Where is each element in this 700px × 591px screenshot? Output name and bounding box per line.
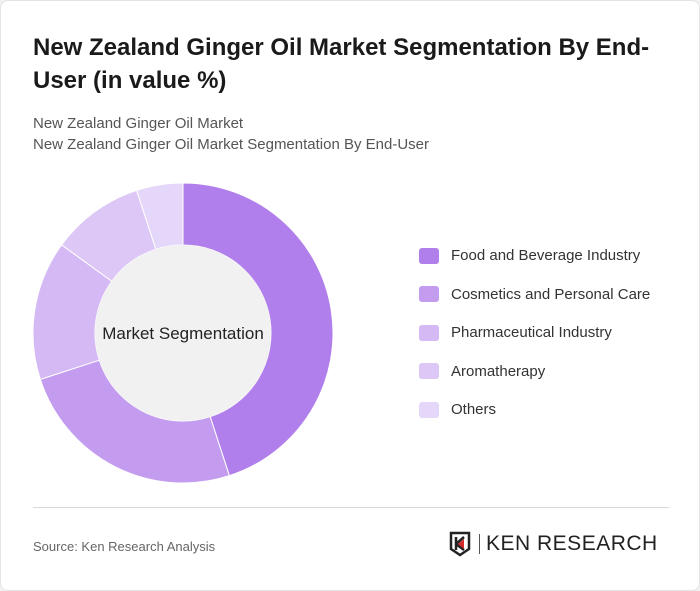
donut-chart: Market Segmentation xyxy=(32,182,334,484)
divider xyxy=(33,507,669,508)
center-label: Market Segmentation xyxy=(102,324,264,343)
legend-swatch xyxy=(419,247,439,264)
legend-label: Food and Beverage Industry xyxy=(451,247,641,264)
legend-swatch xyxy=(419,286,439,302)
subtitle-market: New Zealand Ginger Oil Market xyxy=(33,115,244,132)
legend-swatch xyxy=(419,324,439,341)
legend-item: Cosmetics and Personal Care xyxy=(419,286,650,303)
legend-item: Aromatherapy xyxy=(419,363,545,380)
chart-title: New Zealand Ginger Oil Market Segmentati… xyxy=(33,34,650,94)
legend-swatch xyxy=(419,363,439,379)
legend-label: Aromatherapy xyxy=(451,362,546,380)
legend-label: Cosmetics and Personal Care xyxy=(451,285,651,303)
source-note: Source: Ken Research Analysis xyxy=(33,539,216,554)
legend-label: Pharmaceutical Industry xyxy=(451,324,612,341)
subtitle-segmentation: New Zealand Ginger Oil Market Segmentati… xyxy=(33,136,430,153)
legend-item: Pharmaceutical Industry xyxy=(419,324,612,341)
legend-item: Food and Beverage Industry xyxy=(419,247,640,264)
legend-swatch xyxy=(419,401,439,418)
legend-label: Others xyxy=(451,401,497,418)
ken-logo-icon xyxy=(449,531,471,557)
legend-item: Others xyxy=(419,401,496,418)
donut-hole xyxy=(95,245,271,421)
ken-research-logo: KEN RESEARCH xyxy=(449,531,658,557)
logo-text: KEN RESEARCH xyxy=(479,533,658,554)
